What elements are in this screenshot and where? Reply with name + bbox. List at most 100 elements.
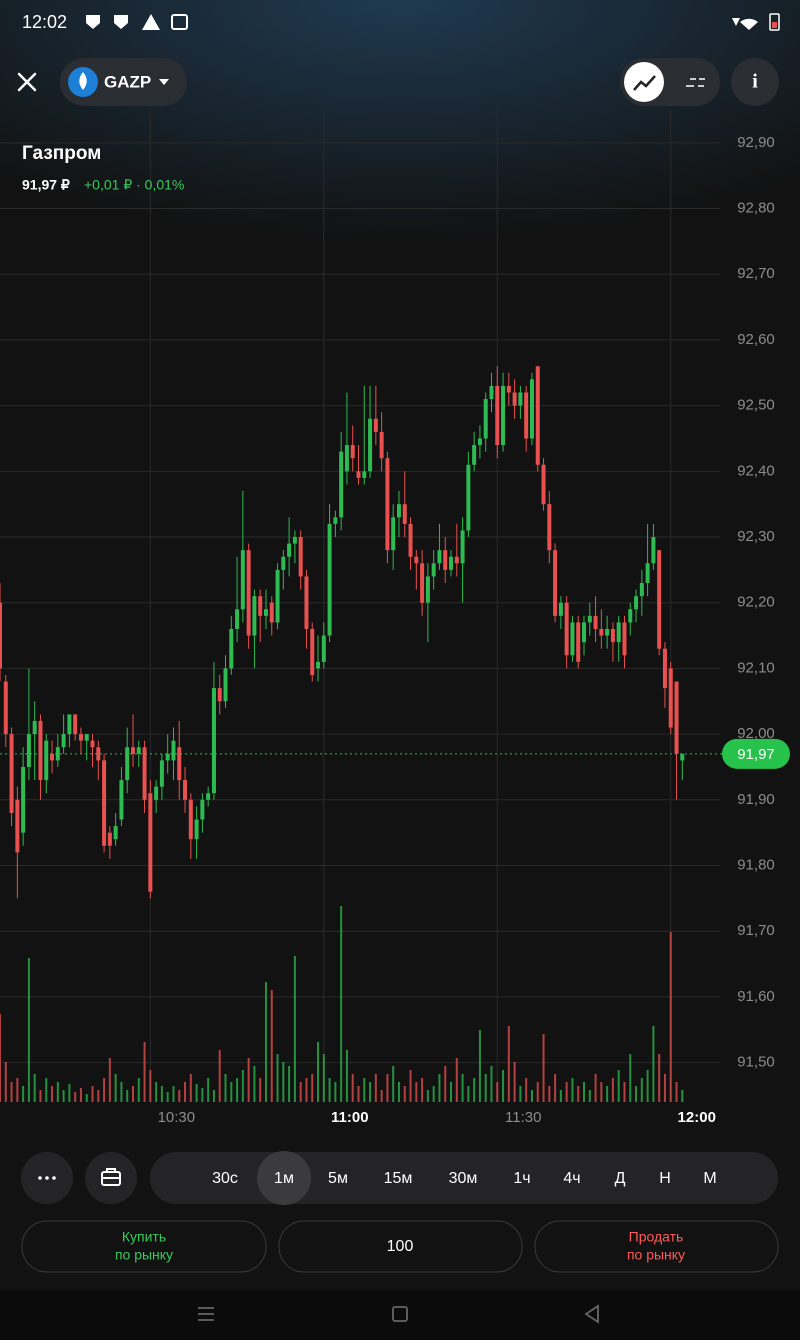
timeframe-option[interactable]: М [703, 1170, 716, 1187]
candle-body [402, 504, 407, 524]
volume-bar [143, 1042, 146, 1102]
quantity-field[interactable] [278, 1220, 523, 1273]
volume-bar [484, 1074, 487, 1102]
chart-view-button[interactable] [624, 62, 664, 102]
portfolio-icon [101, 1168, 121, 1186]
candle-body [529, 379, 534, 439]
more-icon [38, 1176, 56, 1180]
volume-bar [658, 1054, 661, 1102]
candle-body [350, 445, 355, 459]
timeframe-option[interactable]: Н [659, 1170, 671, 1187]
candle-body [217, 688, 222, 702]
candle-body [466, 464, 471, 531]
candle-body [425, 576, 430, 603]
volume-bar [502, 1070, 505, 1102]
candle-body [96, 747, 101, 761]
timeframe-option[interactable]: 5м [328, 1170, 348, 1187]
candle-body [576, 622, 581, 662]
volume-bar [635, 1086, 638, 1102]
candle-body [674, 681, 679, 754]
candle-body [55, 747, 60, 761]
timeframe-option[interactable]: Д [615, 1170, 626, 1187]
volume-bar [62, 1090, 65, 1102]
list-view-button[interactable] [686, 78, 705, 87]
candle-body [142, 747, 147, 800]
volume-bar [74, 1092, 77, 1102]
volume-bar [85, 1094, 88, 1102]
candle-body [78, 734, 83, 741]
timeframe-option[interactable]: 15м [384, 1170, 413, 1187]
volume-bar [189, 1074, 192, 1102]
candle-body [506, 385, 511, 393]
timeframe-option[interactable]: 1м [274, 1170, 294, 1187]
volume-bar [363, 1078, 366, 1102]
volume-bar [16, 1078, 19, 1102]
candle-body [454, 556, 459, 564]
candle-body [9, 734, 14, 813]
candle-body [570, 622, 575, 656]
candle-body [333, 517, 338, 524]
candle-body [518, 392, 523, 406]
sell-button[interactable] [534, 1220, 779, 1273]
volume-bar [45, 1078, 48, 1102]
volume-bar [571, 1078, 574, 1102]
volume-bar [374, 1074, 377, 1102]
candle-body [223, 668, 228, 702]
volume-bar [629, 1054, 632, 1102]
candle-body [495, 385, 500, 446]
volume-bar [369, 1082, 372, 1102]
candle-body [119, 780, 124, 820]
timeframes: 30с 1м 5м 15м 30м 1ч 4ч Д Н М [212, 1151, 717, 1205]
candle-body [38, 720, 43, 781]
candle-body [639, 583, 644, 597]
x-tick-label: 12:00 [678, 1109, 716, 1126]
volume-bar [525, 1078, 528, 1102]
volume-bar [91, 1086, 94, 1102]
volume-bar [10, 1082, 13, 1102]
candle-body [512, 392, 517, 406]
volume-bar [334, 1082, 337, 1102]
candle-body [73, 714, 78, 735]
volume-bar [33, 1074, 36, 1102]
volume-bar [195, 1084, 198, 1102]
volume-bar [218, 1050, 221, 1102]
candle-body [680, 753, 685, 761]
volume-bar [137, 1078, 140, 1102]
volume-bar [276, 1054, 279, 1102]
timeframe-option[interactable]: 1ч [513, 1170, 530, 1187]
timeframe-selected[interactable] [257, 1151, 311, 1205]
volume-bar [513, 1062, 516, 1102]
volume-bar [293, 956, 296, 1102]
candle-body [177, 747, 182, 781]
candle-body [44, 740, 49, 781]
candle-body [431, 563, 436, 577]
candle-body [599, 628, 604, 636]
volume-bar [97, 1090, 100, 1102]
x-tick-label: 11:30 [505, 1109, 541, 1126]
y-tick-label: 92,10 [737, 659, 775, 676]
candle-body [362, 471, 367, 478]
timeframe-option[interactable]: 4ч [563, 1170, 580, 1187]
candle-body [194, 819, 199, 840]
volume-bar [160, 1086, 163, 1102]
volume-bar [380, 1090, 383, 1102]
candle-body [252, 596, 257, 636]
candle-body [235, 609, 240, 629]
buy-button[interactable] [21, 1220, 267, 1273]
timeframe-option[interactable]: 30с [212, 1170, 238, 1187]
volume-bar [264, 982, 267, 1102]
candle-body [298, 537, 303, 577]
info-button[interactable] [731, 58, 779, 106]
close-button[interactable] [17, 72, 37, 92]
volume-bar [386, 1074, 389, 1102]
nav-buttons[interactable] [198, 1304, 599, 1324]
candle-body [391, 517, 396, 551]
candle-body [610, 628, 615, 643]
timeframe-option[interactable]: 30м [449, 1170, 478, 1187]
sell-label: Продать [629, 1229, 684, 1245]
candle-body [489, 385, 494, 400]
candle-body [188, 799, 193, 840]
volume-bar [490, 1066, 493, 1102]
volume-bar [4, 1062, 7, 1102]
